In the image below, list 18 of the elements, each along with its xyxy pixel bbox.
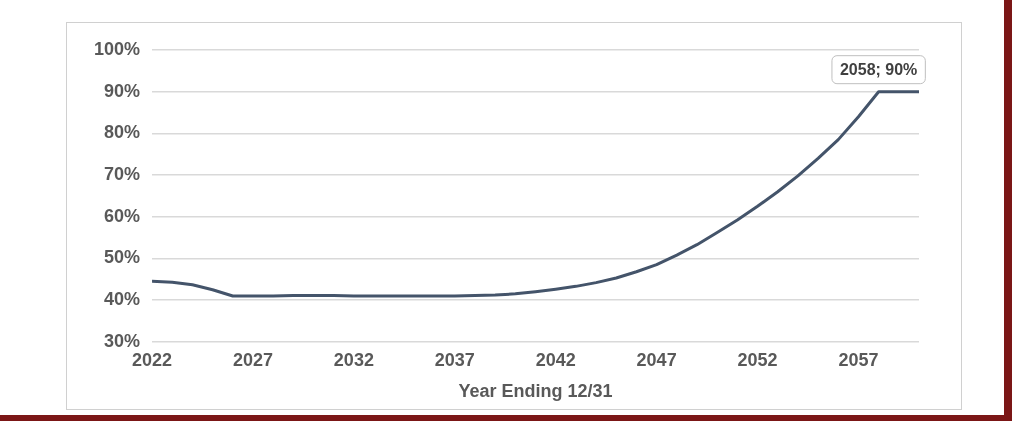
y-tick-label: 70% [104,164,141,185]
y-tick-label: 100% [93,38,141,59]
x-tick-label: 2052 [737,349,778,370]
x-axis-title: Year Ending 12/31 [458,381,613,402]
x-tick-label: 2037 [434,349,475,370]
x-tick-label: 2022 [132,349,173,370]
y-tick-label: 90% [104,80,141,101]
y-tick-label: 50% [104,247,141,268]
x-tick-label: 2032 [333,349,374,370]
y-tick-label: 80% [104,122,141,143]
x-tick-label: 2027 [232,349,273,370]
x-tick-label: 2047 [636,349,677,370]
y-tick-label: 30% [104,330,141,351]
annotation: 2058; 90% [839,61,918,79]
x-tick-label: 2042 [535,349,576,370]
x-tick-label: 2057 [838,349,879,370]
y-tick-label: 60% [104,205,141,226]
y-tick-label: 40% [104,289,141,310]
